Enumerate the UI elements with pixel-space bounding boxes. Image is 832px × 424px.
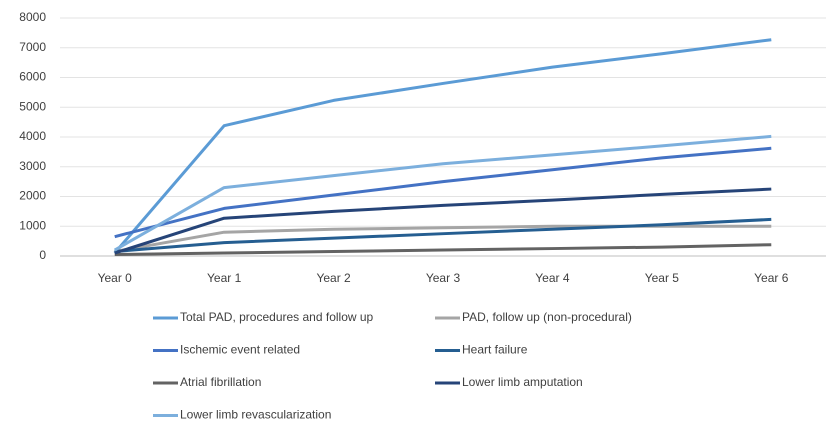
- series-line: [114, 146, 772, 239]
- y-tick-label: 4000: [19, 129, 46, 143]
- series-line: [114, 217, 772, 254]
- x-tick-label: Year 1: [207, 271, 242, 285]
- legend-label: Heart failure: [462, 343, 528, 357]
- y-tick-label: 5000: [19, 99, 46, 113]
- legend-label: PAD, follow up (non-procedural): [462, 310, 632, 324]
- y-tick-label: 1000: [19, 218, 46, 232]
- y-tick-label: 0: [39, 248, 46, 262]
- series-line: [113, 38, 772, 255]
- y-tick-label: 8000: [19, 10, 46, 24]
- x-tick-label: Year 0: [98, 271, 133, 285]
- series-line: [114, 243, 772, 257]
- series-line: [113, 134, 772, 252]
- x-tick-label: Year 3: [426, 271, 461, 285]
- series-line: [114, 187, 772, 255]
- legend-label: Lower limb amputation: [462, 375, 583, 389]
- x-tick-label: Year 2: [316, 271, 351, 285]
- y-tick-label: 3000: [19, 159, 46, 173]
- legend-label: Ischemic event related: [180, 343, 300, 357]
- legend-label: Lower limb revascularization: [180, 408, 331, 422]
- y-tick-label: 7000: [19, 40, 46, 54]
- y-tick-label: 6000: [19, 70, 46, 84]
- x-tick-label: Year 5: [645, 271, 680, 285]
- x-tick-label: Year 4: [535, 271, 570, 285]
- legend-label: Total PAD, procedures and follow up: [180, 310, 374, 324]
- legend-label: Atrial fibrillation: [180, 375, 261, 389]
- y-tick-label: 2000: [19, 189, 46, 203]
- x-tick-label: Year 6: [754, 271, 789, 285]
